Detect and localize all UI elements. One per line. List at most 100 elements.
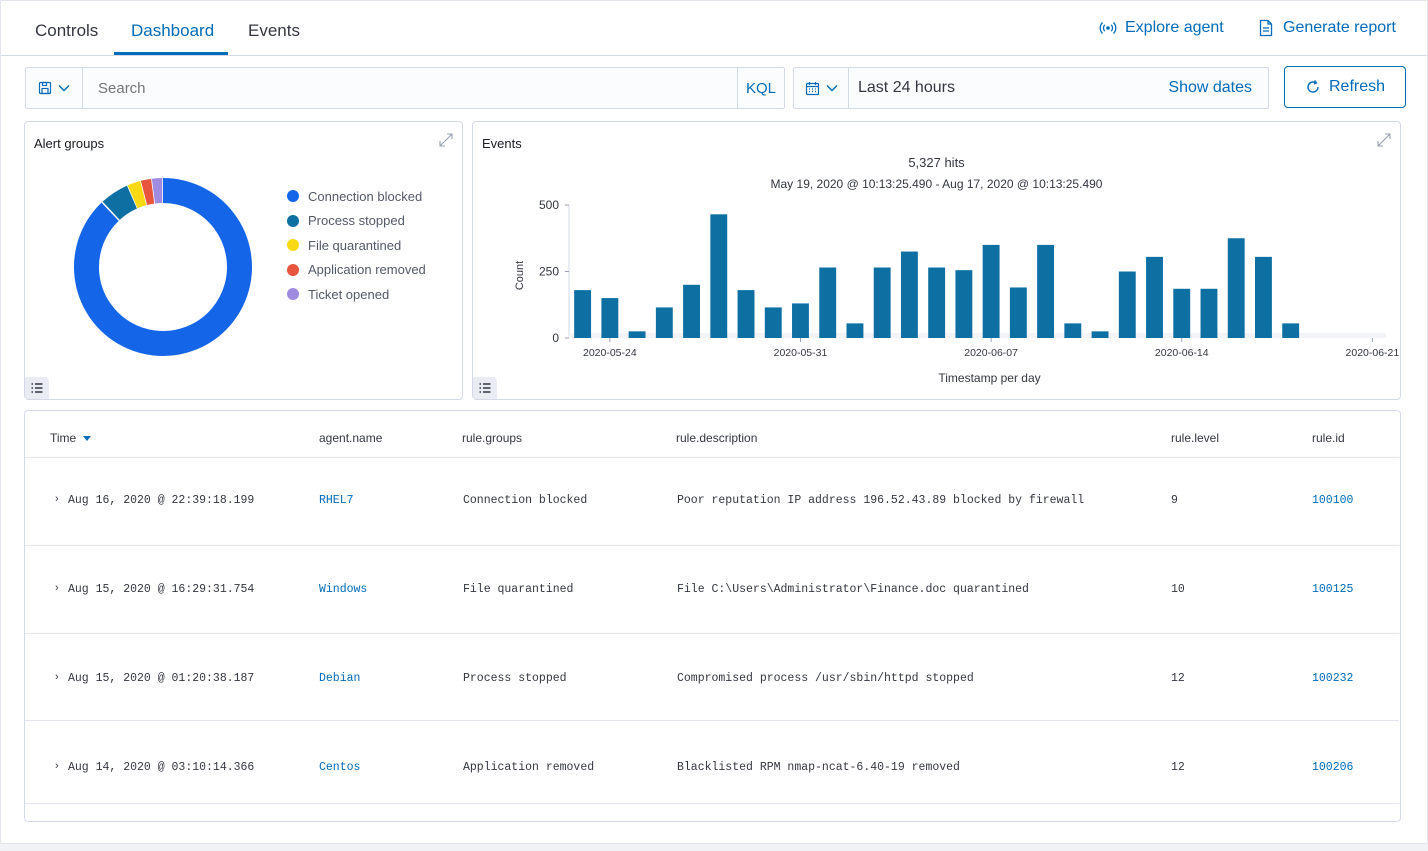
donut-slice-process-stopped[interactable] (102, 185, 139, 221)
x-tick-label: 2020-05-31 (774, 347, 828, 359)
show-dates-link[interactable]: Show dates (1168, 79, 1252, 96)
column-header-rule-description[interactable]: rule.description (676, 431, 758, 445)
column-header-rule-groups[interactable]: rule.groups (462, 431, 523, 445)
histogram-bar[interactable] (683, 284, 700, 338)
sort-descending-icon (82, 436, 91, 441)
explore-agent-label: Explore agent (1125, 19, 1224, 36)
histogram-bar[interactable] (1282, 323, 1300, 338)
histogram-bar[interactable] (1064, 323, 1082, 338)
histogram-bar[interactable] (900, 251, 918, 338)
legend-label: Connection blocked (308, 188, 423, 204)
legend-item[interactable]: Process stopped (287, 209, 426, 234)
tab-dashboard[interactable]: Dashboard (131, 21, 215, 40)
table-row-agent[interactable]: RHEL7 (319, 494, 354, 507)
table-row-level: 12 (1171, 761, 1185, 774)
toggle-legend-button[interactable] (25, 377, 49, 399)
refresh-icon (1307, 80, 1319, 93)
table-row-rule-id[interactable]: 100232 (1312, 672, 1354, 685)
legend-item[interactable]: File quarantined (287, 233, 426, 258)
legend-item[interactable]: Connection blocked (287, 184, 426, 209)
hits-count: 5,327 hits (908, 155, 965, 170)
table-row-time: Aug 15, 2020 @ 16:29:31.754 (68, 583, 255, 596)
search-input[interactable] (96, 79, 720, 98)
x-axis-band (569, 333, 1386, 338)
x-tick-label: 2020-05-24 (583, 347, 637, 359)
histogram-bar[interactable] (1146, 256, 1163, 338)
saved-query-menu[interactable] (26, 68, 83, 108)
events-table (24, 410, 1401, 822)
histogram-bar[interactable] (628, 331, 646, 338)
histogram-bar[interactable] (928, 267, 946, 338)
legend-item[interactable]: Ticket opened (287, 282, 426, 307)
histogram-bar[interactable] (1173, 288, 1191, 338)
histogram-bar[interactable] (601, 298, 619, 338)
table-row-groups: Connection blocked (463, 494, 588, 507)
table-row-groups: Process stopped (463, 672, 567, 685)
tab-controls[interactable]: Controls (35, 21, 99, 40)
histogram-bar[interactable] (955, 270, 973, 338)
calendar-icon (805, 81, 819, 95)
chevron-down-icon (826, 85, 837, 92)
table-row-time: Aug 15, 2020 @ 01:20:38.187 (68, 672, 255, 685)
histogram-bar[interactable] (710, 214, 728, 338)
histogram-bar[interactable] (1037, 244, 1055, 338)
table-row-rule-id[interactable]: 100100 (1312, 494, 1354, 507)
top-nav: Controls Dashboard Events Explore agent … (1, 1, 1427, 56)
histogram-bar[interactable] (737, 290, 755, 338)
expand-row-icon[interactable]: › (55, 493, 59, 505)
y-tick-label: 250 (539, 265, 559, 279)
histogram-bar[interactable] (792, 303, 809, 338)
table-row-level: 10 (1171, 583, 1185, 596)
refresh-button[interactable]: Refresh (1284, 66, 1406, 108)
histogram-bar[interactable] (873, 267, 891, 338)
legend-item[interactable]: Application removed (287, 258, 426, 283)
donut-slice-ticket-opened[interactable] (151, 178, 164, 204)
donut-slice-file-quarantined[interactable] (127, 180, 148, 209)
histogram-bar[interactable] (982, 244, 1000, 338)
histogram-bar[interactable] (655, 307, 673, 338)
list-icon (479, 383, 491, 393)
toggle-legend-button[interactable] (473, 377, 497, 399)
table-row-agent[interactable]: Centos (319, 761, 361, 774)
quick-date-menu[interactable] (794, 68, 849, 108)
column-header-rule-id[interactable]: rule.id (1312, 431, 1345, 445)
table-row-agent[interactable]: Debian (319, 672, 361, 685)
histogram-bar[interactable] (1118, 271, 1136, 339)
histogram-bar[interactable] (764, 307, 782, 338)
alert-groups-donut (74, 178, 252, 356)
legend-label: Application removed (308, 262, 426, 278)
column-header-time[interactable]: Time (50, 431, 91, 445)
histogram-bar[interactable] (1255, 256, 1272, 338)
histogram-bar[interactable] (846, 323, 864, 338)
kql-toggle[interactable]: KQL (737, 68, 784, 108)
table-row-agent[interactable]: Windows (319, 583, 368, 596)
table-row-rule-id[interactable]: 100206 (1312, 761, 1354, 774)
document-icon (1259, 19, 1273, 37)
expand-icon[interactable] (438, 132, 454, 148)
expand-icon[interactable] (1376, 132, 1392, 148)
alert-groups-title: Alert groups (34, 136, 105, 151)
histogram-bar[interactable] (1227, 238, 1245, 338)
expand-row-icon[interactable]: › (55, 582, 59, 594)
table-row-time: Aug 16, 2020 @ 22:39:18.199 (68, 494, 255, 507)
generate-report-button[interactable]: Generate report (1257, 19, 1396, 37)
tab-events[interactable]: Events (248, 21, 300, 40)
histogram-bar[interactable] (574, 290, 592, 338)
explore-agent-button[interactable]: Explore agent (1099, 19, 1224, 37)
table-row-rule-id[interactable]: 100125 (1312, 583, 1354, 596)
expand-row-icon[interactable]: › (55, 671, 59, 683)
column-header-rule-level[interactable]: rule.level (1171, 431, 1220, 445)
donut-slice-application-removed[interactable] (140, 178, 156, 206)
histogram-bar[interactable] (819, 267, 837, 338)
generate-report-label: Generate report (1283, 19, 1396, 36)
histogram-bar[interactable] (1091, 331, 1109, 338)
legend-swatch (287, 214, 299, 227)
histogram-bar[interactable] (1009, 287, 1027, 338)
expand-row-icon[interactable]: › (55, 760, 59, 772)
column-header-agent-name[interactable]: agent.name (319, 431, 383, 445)
date-range-value[interactable]: Last 24 hours (858, 79, 955, 96)
donut-slice-connection-blocked[interactable] (74, 178, 252, 356)
table-row-time: Aug 14, 2020 @ 03:10:14.366 (68, 761, 255, 774)
histogram-bar[interactable] (1200, 288, 1218, 338)
